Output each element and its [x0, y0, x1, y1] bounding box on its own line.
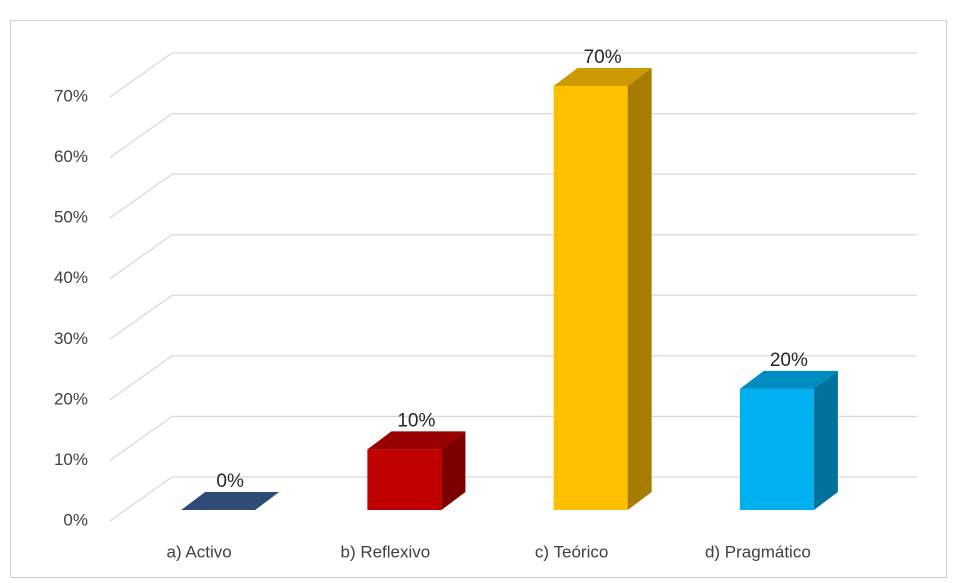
- grid-line-side: [109, 113, 173, 159]
- value-label: 20%: [770, 350, 808, 371]
- y-tick-label: 20%: [54, 389, 88, 408]
- grid-line-side: [109, 415, 173, 461]
- x-tick-label: d) Pragmático: [705, 542, 811, 561]
- bar-top-shade: [367, 431, 466, 450]
- bar-top-shade: [553, 68, 652, 86]
- grid-line-side: [109, 355, 173, 401]
- y-tick-label: 40%: [54, 268, 88, 287]
- value-label: 0%: [216, 471, 244, 492]
- value-label: 10%: [397, 410, 435, 431]
- bar-top: [739, 370, 838, 389]
- y-tick-label: 0%: [63, 510, 88, 529]
- grid-line-side: [109, 294, 173, 340]
- x-tick-label: b) Reflexivo: [340, 542, 430, 561]
- grid-line-side: [109, 234, 173, 280]
- bar-side-shade: [627, 68, 652, 510]
- grid-line-side: [109, 476, 173, 522]
- bar: [739, 388, 814, 510]
- bar-side: [627, 68, 652, 510]
- grid-line-side: [109, 52, 173, 98]
- x-tick-label: c) Teórico: [535, 542, 608, 561]
- y-tick-label: 60%: [54, 147, 88, 166]
- bar-top: [553, 68, 652, 86]
- x-tick-label: a) Activo: [167, 542, 232, 561]
- bar-side: [441, 431, 466, 510]
- y-tick-label: 70%: [54, 86, 88, 105]
- bar-top-shade: [181, 492, 280, 510]
- bar: [367, 449, 442, 510]
- bar-side: [813, 370, 838, 510]
- grid-line-side: [109, 173, 173, 219]
- value-label: 70%: [584, 47, 622, 68]
- bar-side-shade: [441, 431, 466, 510]
- bar-top: [181, 492, 280, 510]
- bar-top: [367, 431, 466, 450]
- bar: [553, 86, 628, 510]
- bar-side-shade: [813, 370, 838, 510]
- bar-top-shade: [739, 370, 838, 389]
- y-tick-label: 30%: [54, 329, 88, 348]
- y-tick-label: 50%: [54, 208, 88, 227]
- y-tick-label: 10%: [54, 450, 88, 469]
